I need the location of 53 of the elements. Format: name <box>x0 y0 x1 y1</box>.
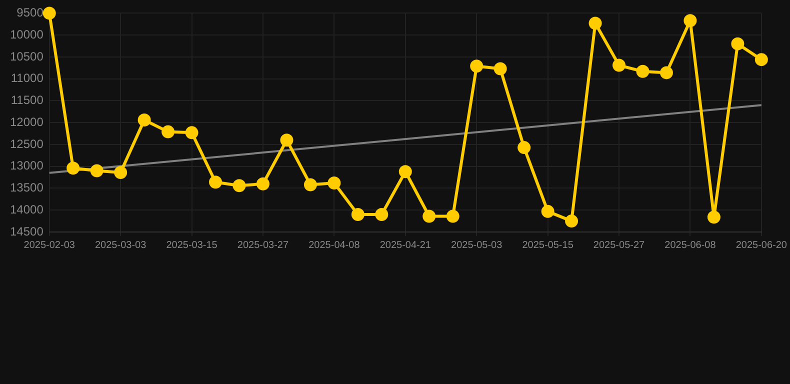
y-tick-label: 12000 <box>10 114 44 129</box>
x-tick-label: 2025-06-20 <box>736 240 788 251</box>
point <box>565 214 578 228</box>
point <box>304 178 317 192</box>
point <box>328 176 341 190</box>
y-tick-label: 14500 <box>10 224 44 238</box>
y-tick-label: 14000 <box>10 202 44 216</box>
point <box>162 125 175 138</box>
point <box>398 165 412 178</box>
point <box>351 208 364 221</box>
x-tick-label: 2025-03-03 <box>94 240 147 251</box>
point <box>541 204 554 218</box>
point <box>256 177 270 190</box>
point <box>185 126 198 140</box>
point <box>280 134 294 147</box>
point <box>138 113 151 126</box>
x-tick-label: 2025-05-27 <box>593 240 646 251</box>
point <box>470 60 484 73</box>
x-tick-label: 2025-04-08 <box>308 240 360 251</box>
point <box>375 208 388 221</box>
x-tick-label: 2025-04-21 <box>380 240 432 251</box>
point <box>42 6 56 20</box>
point <box>114 166 128 179</box>
point <box>636 64 650 78</box>
y-tick-label: 12500 <box>10 136 44 151</box>
x-tick-label: 2025-03-27 <box>237 240 289 251</box>
x-tick-label: 2025-03-15 <box>166 240 218 251</box>
y-tick-label: 11500 <box>10 93 44 108</box>
point <box>494 62 507 76</box>
point <box>754 53 768 66</box>
y-tick-label: 13500 <box>10 180 44 195</box>
y-tick-label: 9500 <box>16 6 44 20</box>
point <box>660 66 673 80</box>
point <box>518 141 531 154</box>
x-tick-label: 2025-06-08 <box>664 240 716 251</box>
point <box>209 176 222 189</box>
point <box>66 162 80 175</box>
point <box>731 37 744 50</box>
y-tick-label: 10000 <box>10 27 44 42</box>
point <box>588 16 602 30</box>
point <box>707 210 720 224</box>
x-tick-label: 2025-02-03 <box>24 240 76 251</box>
point <box>422 210 436 223</box>
y-tick-label: 13000 <box>10 158 44 173</box>
point <box>684 14 697 28</box>
point <box>446 210 460 223</box>
y-tick-label: 10500 <box>10 49 44 64</box>
x-tick-label: 2025-05-03 <box>451 240 503 251</box>
point <box>90 164 104 178</box>
y-tick-label: 11000 <box>10 71 44 86</box>
point <box>232 179 246 192</box>
point <box>612 58 626 72</box>
x-tick-label: 2025-05-15 <box>522 240 574 251</box>
